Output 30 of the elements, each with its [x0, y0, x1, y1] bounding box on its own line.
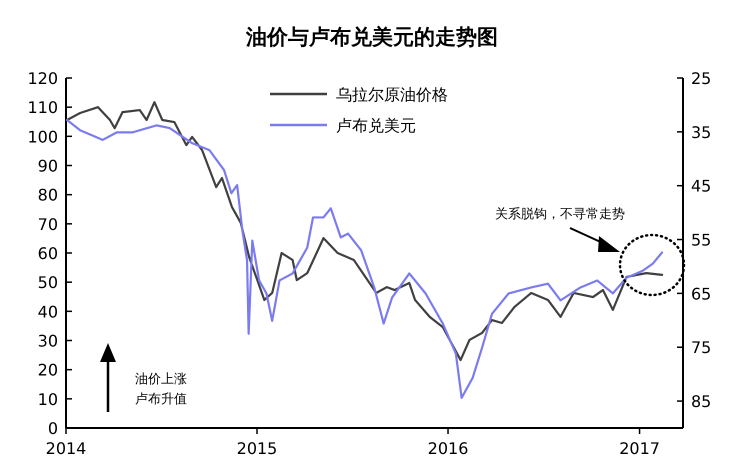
- x-tick-label: 2014: [46, 439, 86, 458]
- y-tick-label: 80: [38, 186, 58, 205]
- annotation: 关系脱钩，不寻常走势: [495, 207, 625, 222]
- x-tick-label: 2017: [619, 439, 660, 458]
- y-tick-label: 10: [38, 390, 58, 409]
- y2-tick-label: 45: [691, 176, 712, 196]
- y-tick-label: 70: [38, 214, 58, 234]
- y2-tick-label: 55: [691, 230, 712, 250]
- y-tick-label: 60: [38, 244, 58, 263]
- y-tick-label: 110: [27, 98, 58, 118]
- x-tick-label: 2015: [236, 439, 278, 458]
- y2-tick-label: 25: [691, 69, 712, 88]
- y-tick-label: 100: [27, 127, 58, 146]
- y2-tick-label: 75: [691, 338, 712, 358]
- legend-label: 卢布兑美元: [336, 116, 416, 135]
- y2-tick-label: 35: [691, 122, 712, 142]
- annotation: 油价上涨: [135, 372, 187, 387]
- chart-title: 油价与卢布兑美元的走势图: [245, 25, 498, 49]
- y-tick-label: 20: [38, 360, 58, 380]
- y2-tick-label: 65: [691, 284, 712, 304]
- y2-tick-label: 85: [691, 392, 712, 412]
- y-tick-label: 40: [38, 302, 58, 322]
- annotation: 卢布升值: [135, 392, 187, 407]
- y-tick-label: 30: [38, 332, 58, 350]
- legend-label: 乌拉尔原油价格: [336, 85, 448, 104]
- x-tick-label: 2016: [428, 439, 468, 458]
- y-tick-label: 50: [38, 273, 58, 292]
- y-tick-label: 0: [48, 419, 58, 438]
- y-tick-label: 120: [27, 69, 58, 88]
- y-tick-label: 90: [38, 156, 58, 176]
